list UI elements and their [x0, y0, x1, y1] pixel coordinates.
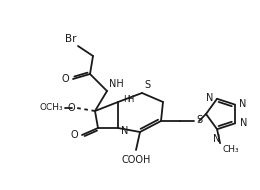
Text: N: N [121, 126, 128, 136]
Text: O: O [61, 74, 69, 84]
Text: OCH₃: OCH₃ [39, 104, 63, 112]
Text: Br: Br [66, 34, 77, 44]
Text: O: O [70, 130, 78, 140]
Text: N: N [240, 118, 247, 128]
Text: O: O [67, 103, 75, 113]
Text: COOH: COOH [121, 155, 151, 165]
Text: H: H [127, 96, 133, 105]
Text: S: S [196, 115, 202, 125]
Text: H: H [123, 96, 129, 105]
Text: CH₃: CH₃ [222, 145, 239, 154]
Text: N: N [239, 99, 246, 109]
Text: N: N [206, 93, 213, 103]
Text: S: S [144, 80, 150, 90]
Text: NH: NH [109, 79, 124, 89]
Text: N: N [213, 134, 221, 144]
